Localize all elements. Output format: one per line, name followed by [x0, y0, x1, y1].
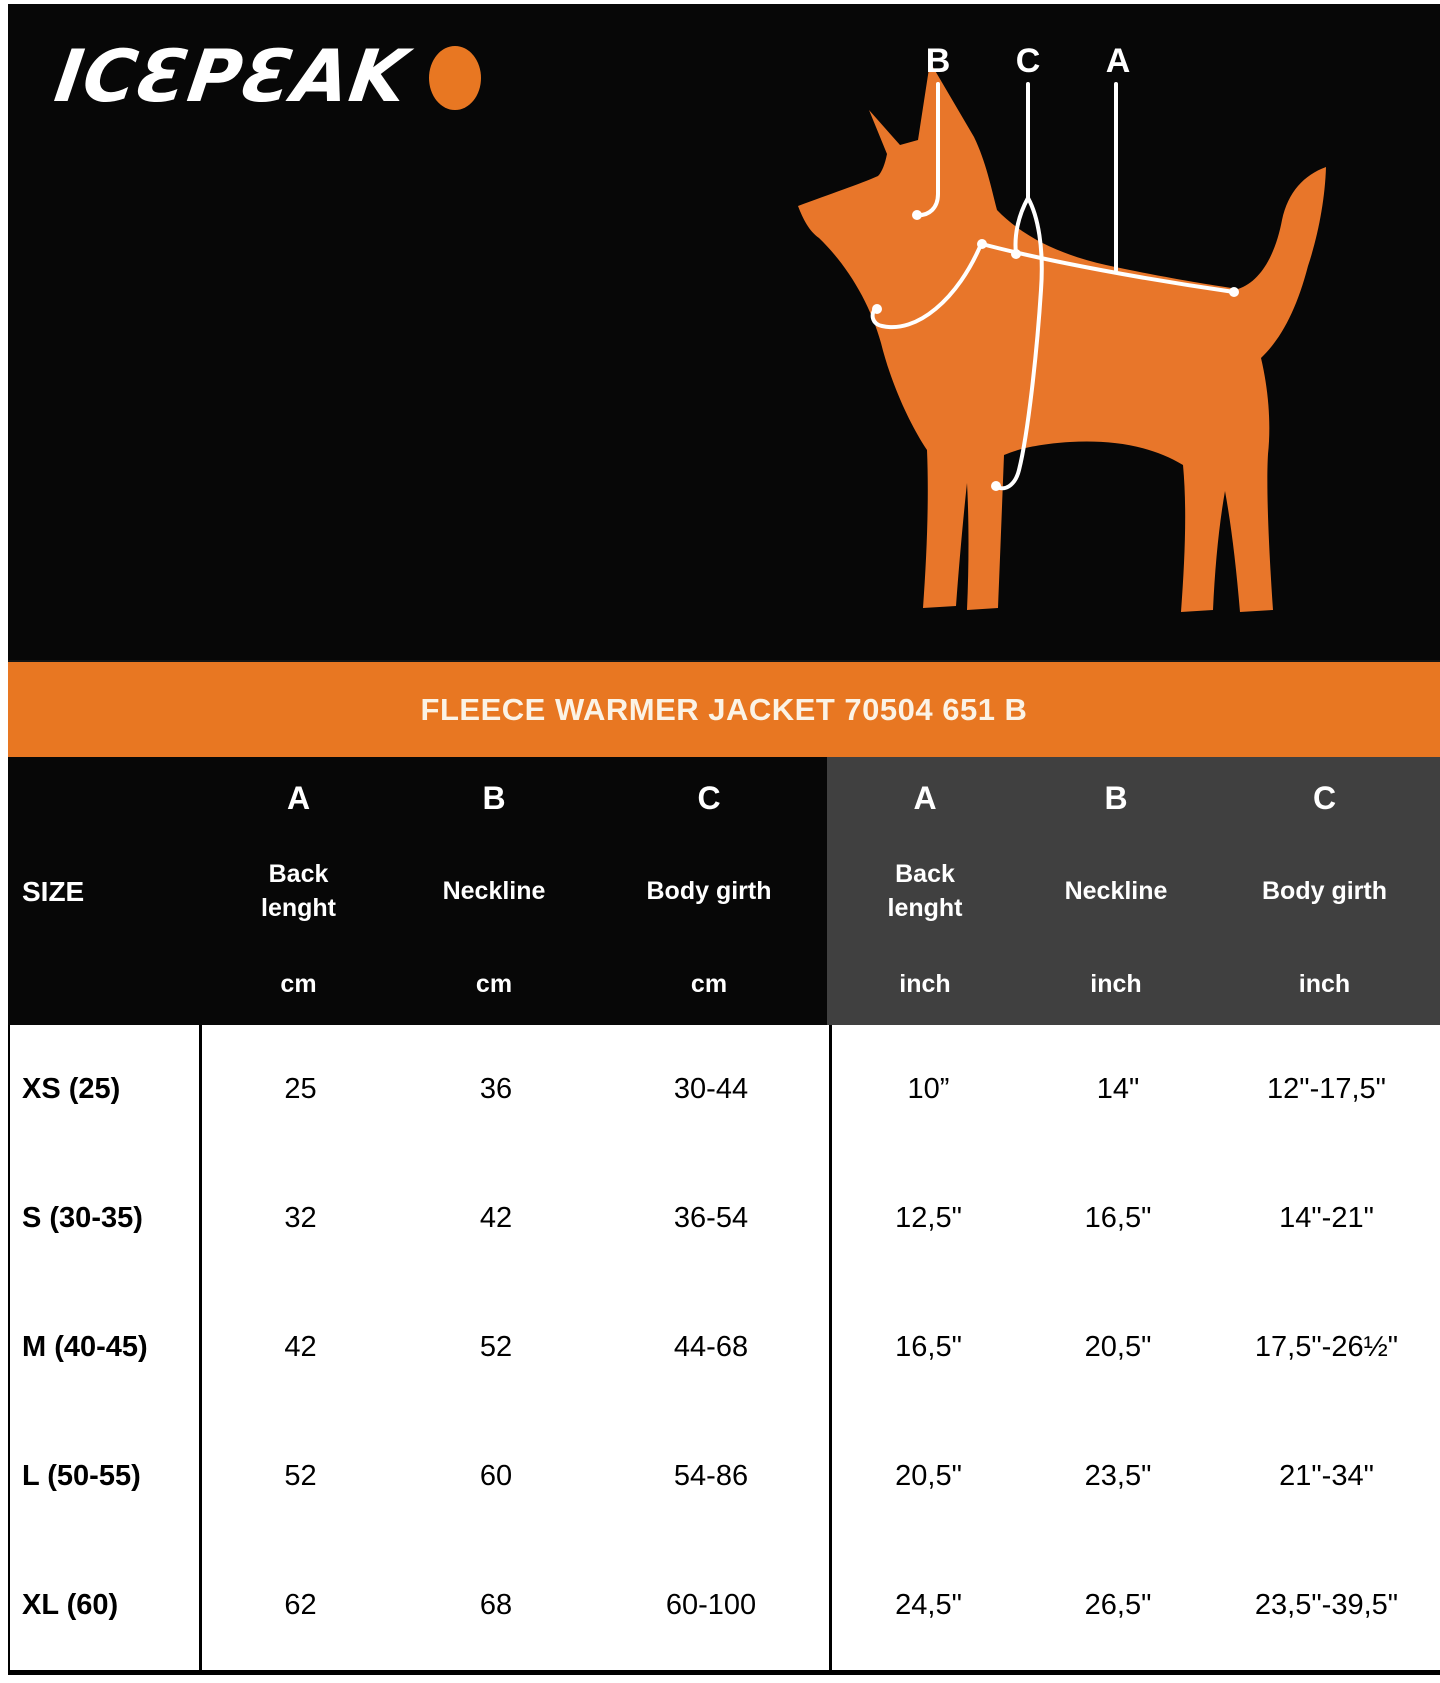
measure-label-a: A	[1106, 42, 1131, 80]
value-cell: 60-100	[665, 1589, 757, 1621]
size-table-header: A B C A B C SIZE Back lenght Neckline Bo…	[8, 757, 1440, 1025]
header-unit-inch-2: inch	[1023, 944, 1209, 1025]
value-cell: 20,5"	[829, 1412, 1025, 1541]
header-unit-cm-3: cm	[690, 970, 728, 998]
brand-logo-dot-icon	[429, 46, 482, 110]
value-cell: 26,5"	[1084, 1589, 1152, 1621]
size-label: XS (25)	[10, 1025, 202, 1154]
value-cell: 14"	[1096, 1073, 1140, 1105]
value-cell: 25	[284, 1073, 317, 1105]
header-unit-cm-2: cm	[475, 970, 513, 998]
value-cell: 24,5"	[829, 1541, 1025, 1670]
value-cell: 52	[284, 1460, 317, 1492]
brand-logo-text: ICƐPƐAK	[50, 34, 414, 118]
size-label: S (30-35)	[10, 1154, 202, 1283]
value-cell: 10”	[829, 1025, 1025, 1154]
header-letter-b-cm: B	[482, 779, 506, 816]
brand-logo: ICƐPƐAK	[50, 34, 482, 118]
header-letter-c-inch: C	[1209, 757, 1440, 839]
header-spacer	[8, 757, 200, 839]
header-letter-c-cm: C	[697, 779, 721, 816]
value-cell: 21"-34"	[1279, 1460, 1374, 1492]
hero-section: ICƐPƐAK	[8, 4, 1440, 660]
measurement-lines	[870, 82, 1239, 491]
size-table-body: XS (25) 25 36 30-44 10” 14" 12"-17,5" S …	[8, 1025, 1440, 1675]
dog-silhouette-icon	[798, 62, 1326, 612]
value-cell: 36-54	[673, 1202, 749, 1234]
value-cell: 68	[479, 1589, 513, 1621]
size-column-header: SIZE	[22, 875, 85, 907]
header-letter-a-cm: A	[286, 779, 311, 816]
value-cell: 14"-21"	[1279, 1202, 1374, 1234]
value-cell: 16,5"	[1084, 1202, 1152, 1234]
value-cell: 32	[284, 1202, 317, 1234]
value-cell: 17,5"-26½"	[1254, 1331, 1399, 1363]
value-cell: 42	[479, 1202, 513, 1234]
header-letter-b-inch: B	[1023, 757, 1209, 839]
value-cell: 62	[284, 1589, 317, 1621]
value-cell: 42	[284, 1331, 317, 1363]
value-cell: 12,5"	[829, 1154, 1025, 1283]
size-label: XL (60)	[10, 1541, 202, 1670]
header-unit-inch-1: inch	[827, 944, 1023, 1025]
header-name-body-girth-cm: Body girth	[646, 876, 772, 905]
header-name-neckline-inch: Neckline	[1023, 839, 1209, 944]
measure-label-c: C	[1016, 42, 1041, 80]
product-title: FLEECE WARMER JACKET 70504 651 B	[420, 691, 1028, 727]
measure-label-b: B	[926, 42, 951, 80]
product-banner: FLEECE WARMER JACKET 70504 651 B	[8, 660, 1440, 757]
value-cell: 23,5"-39,5"	[1254, 1589, 1399, 1621]
dog-measurement-diagram: B C A	[798, 42, 1326, 612]
value-cell: 30-44	[673, 1073, 749, 1105]
size-label: M (40-45)	[10, 1283, 202, 1412]
value-cell: 20,5"	[1084, 1331, 1152, 1363]
header-unit-inch-3: inch	[1209, 944, 1440, 1025]
value-cell: 16,5"	[829, 1283, 1025, 1412]
header-name-body-girth-inch: Body girth	[1209, 839, 1440, 944]
header-unit-cm-1: cm	[280, 970, 317, 998]
value-cell: 12"-17,5"	[1267, 1073, 1386, 1105]
size-label: L (50-55)	[10, 1412, 202, 1541]
header-name-text: Back lenght	[261, 859, 336, 922]
value-cell: 23,5"	[1084, 1460, 1152, 1492]
value-cell: 36	[479, 1073, 513, 1105]
value-cell: 44-68	[673, 1331, 749, 1363]
header-name-back-length-cm: Back lenght	[200, 839, 397, 944]
header-name-text: Back lenght	[887, 859, 963, 922]
value-cell: 52	[479, 1331, 513, 1363]
value-cell: 60	[479, 1460, 513, 1492]
value-cell: 54-86	[673, 1460, 749, 1492]
header-name-back-length-inch: Back lenght	[827, 839, 1023, 944]
header-name-neckline-cm: Neckline	[442, 876, 546, 905]
header-letter-a-inch: A	[827, 757, 1023, 839]
header-spacer	[8, 944, 200, 1025]
